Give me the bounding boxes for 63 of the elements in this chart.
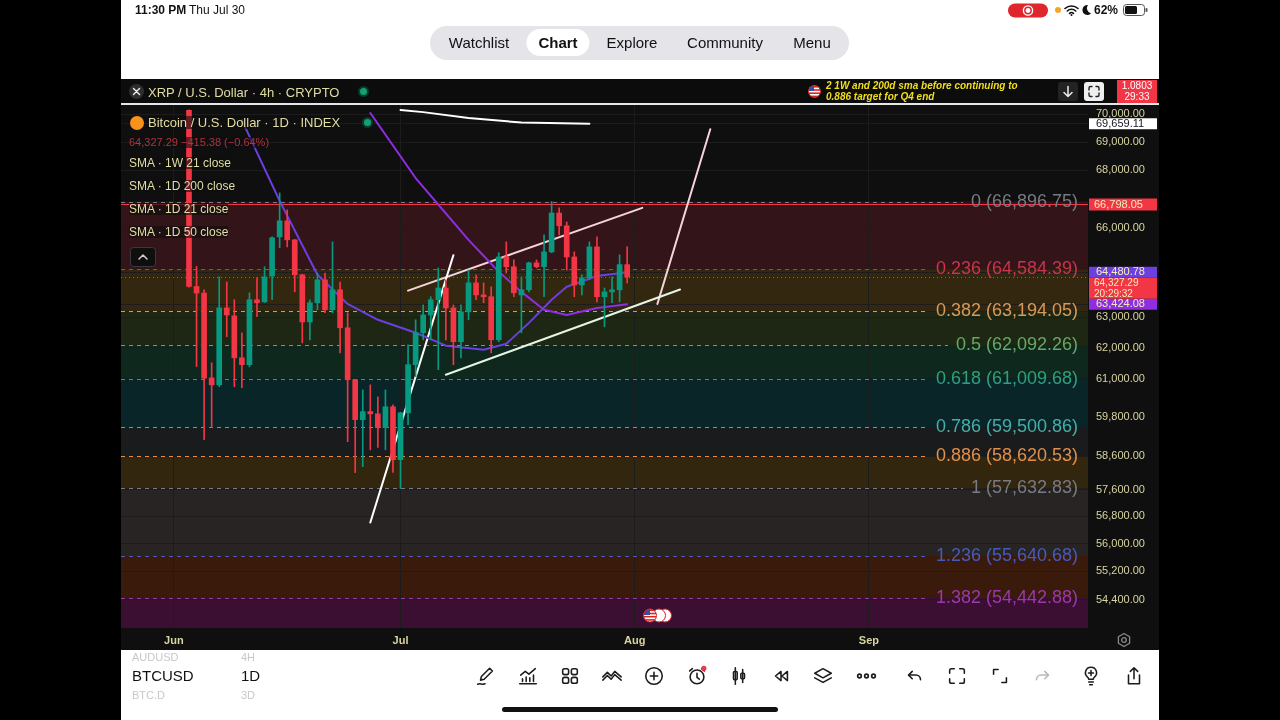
x-tick-label: Jul bbox=[392, 633, 409, 646]
y-tick-label: 57,600.00 bbox=[1096, 482, 1145, 495]
candlestick bbox=[223, 281, 230, 338]
candlestick bbox=[609, 276, 615, 304]
x-tick-label: Jun bbox=[164, 633, 184, 646]
annotation: SMA · 1D 50 close bbox=[129, 225, 229, 239]
annotation: SMA · 1D 200 close bbox=[129, 179, 236, 193]
y-tick-label: 62,000.00 bbox=[1096, 340, 1145, 353]
candlestick bbox=[541, 234, 547, 298]
y-tick-label: 56,800.00 bbox=[1096, 509, 1145, 522]
y-tick-label: 58,600.00 bbox=[1096, 449, 1145, 462]
text: Community bbox=[687, 34, 763, 51]
candlestick bbox=[254, 277, 260, 318]
ref-line-label: 0.886 (58,620.53) bbox=[935, 444, 1078, 465]
text: Watchlist bbox=[448, 34, 510, 51]
text: Menu bbox=[793, 34, 831, 51]
text: XRP / U.S. Dollar · 4h · CRYPTO bbox=[148, 85, 340, 100]
x-tick-label: Sep bbox=[858, 633, 880, 646]
ref-line-label: 0.382 (63,194.05) bbox=[935, 300, 1078, 321]
candlestick bbox=[367, 384, 374, 451]
text: AUDUSD bbox=[132, 651, 179, 663]
y-tick-label: 54,400.00 bbox=[1096, 592, 1145, 605]
y-tick-label: 55,200.00 bbox=[1096, 564, 1145, 577]
ref-line-label: 0.5 (62,092.26) bbox=[955, 333, 1078, 354]
ref-line-label: 1 (57,632.83) bbox=[970, 477, 1078, 498]
y-tick-label: 59,800.00 bbox=[1096, 410, 1145, 423]
text: 62% bbox=[1094, 3, 1119, 17]
y-tick-label: 61,000.00 bbox=[1096, 372, 1145, 385]
y-tick-label: 56,000.00 bbox=[1096, 536, 1145, 549]
ref-line-label: 0.786 (59,500.86) bbox=[935, 415, 1078, 436]
ref-line-label: 64,327.29 20:29:32 bbox=[1094, 277, 1139, 299]
text: 4H bbox=[241, 651, 256, 663]
ref-line-label: 1.382 (54,442.88) bbox=[935, 586, 1078, 607]
y-tick-label: 70,000.00 bbox=[1096, 107, 1145, 120]
candlestick bbox=[359, 389, 366, 467]
ref-line-label: 1.236 (55,640.68) bbox=[935, 545, 1078, 566]
ref-line-label: 0.618 (61,009.68) bbox=[935, 367, 1078, 388]
text: 2 1W and 200d sma before continuing to bbox=[826, 80, 1018, 91]
y-tick-label: 63,000.00 bbox=[1096, 310, 1145, 323]
text: 0.886 target for Q4 end bbox=[826, 91, 935, 102]
candlestick bbox=[239, 332, 245, 389]
text: 29:33 bbox=[1117, 91, 1157, 103]
y-tick-label: 68,000.00 bbox=[1096, 163, 1145, 176]
text: BTCUSD bbox=[132, 667, 194, 684]
text: 11:30 PM bbox=[135, 3, 187, 17]
text: 3D bbox=[241, 689, 256, 701]
text: 1.0803 bbox=[1117, 80, 1157, 91]
text: 1D bbox=[241, 667, 261, 684]
text: BTC.D bbox=[132, 689, 165, 701]
text: Bitcoin / U.S. Dollar · 1D · INDEX bbox=[148, 115, 341, 130]
annotation: SMA · 1D 21 close bbox=[129, 202, 229, 216]
ref-line-label: 0.236 (64,584.39) bbox=[935, 258, 1078, 279]
y-tick-label: 63,424.08 bbox=[1096, 297, 1145, 310]
y-tick-label: 64,480.78 bbox=[1096, 265, 1145, 278]
text: 64,327.29 −415.38 (−0.64%) bbox=[129, 136, 270, 148]
annotation: SMA · 1W 21 close bbox=[129, 156, 232, 170]
ref-line-label: 66,798.05 bbox=[1094, 197, 1143, 210]
text: Chart bbox=[526, 29, 590, 56]
text: Thu Jul 30 bbox=[189, 3, 246, 17]
y-tick-label: 69,000.00 bbox=[1096, 135, 1145, 148]
y-tick-label: 66,000.00 bbox=[1096, 220, 1145, 233]
x-tick-label: Aug bbox=[624, 633, 646, 646]
text: Explore bbox=[606, 34, 658, 51]
